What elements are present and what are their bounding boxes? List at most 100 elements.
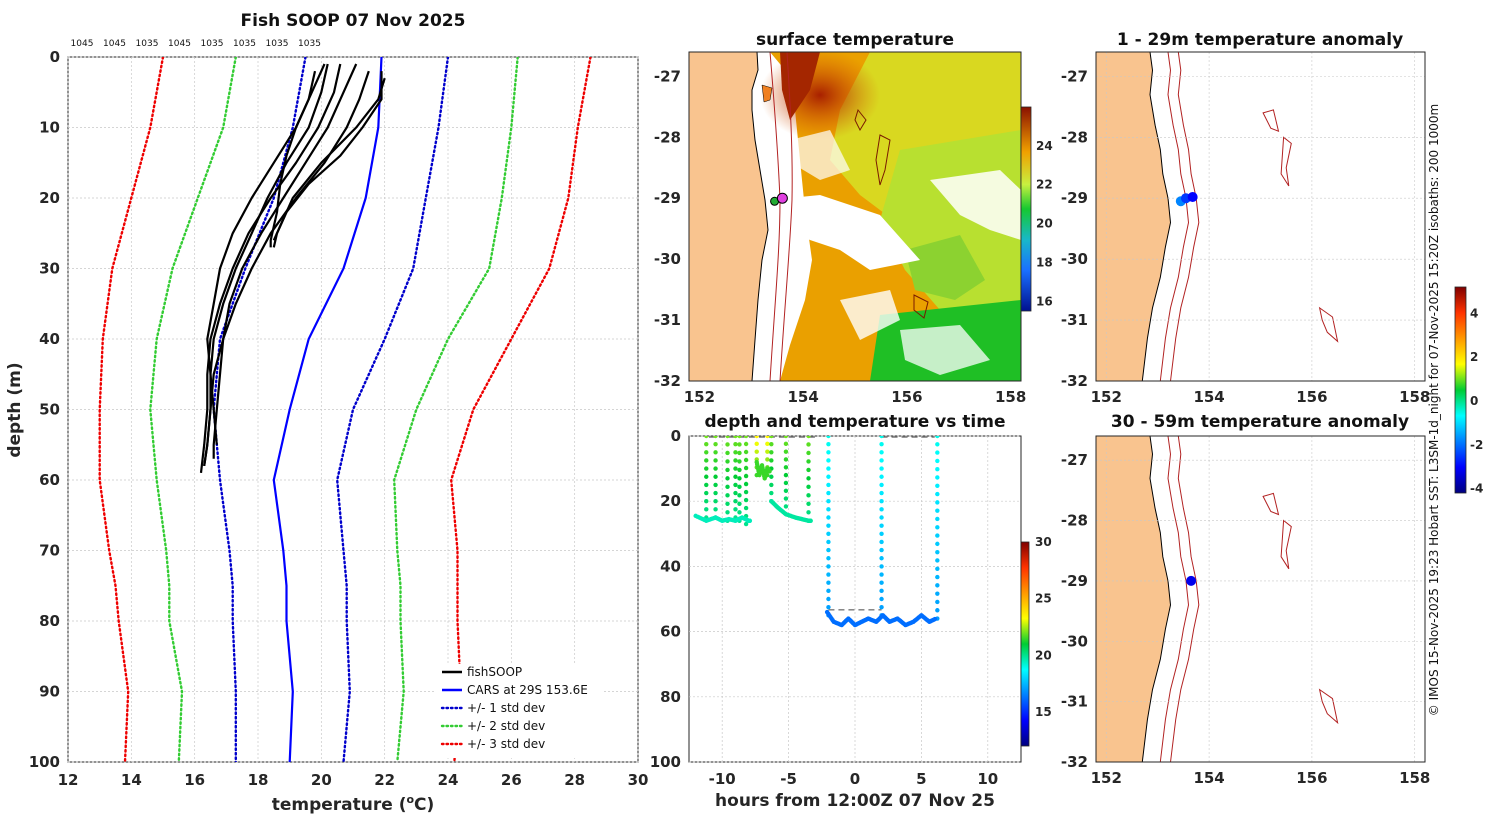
profile-x-tick: 12 — [58, 771, 79, 789]
time-depth-point — [826, 458, 831, 463]
time-depth-point — [935, 500, 940, 505]
time-depth-colorbar-ticks: 15 20 25 30 — [1035, 535, 1052, 719]
anomaly-30-59-ticks: 152 154 156 158 -27 -28 -29 -30 -31 -32 — [1061, 451, 1430, 787]
time-depth-point — [879, 466, 884, 471]
profile-top-annotation: 1045 — [71, 39, 94, 49]
time-depth-point — [743, 481, 749, 487]
time-depth-point — [879, 441, 884, 447]
time-depth-point — [935, 608, 940, 613]
anomaly-colorbar-tick: -4 — [1470, 482, 1483, 496]
time-depth-point — [713, 436, 718, 439]
time-y-tick: 0 — [671, 427, 681, 445]
time-depth-axes — [688, 435, 1022, 763]
map-x-tick: 154 — [787, 388, 818, 406]
anomaly-point — [1187, 192, 1198, 203]
profile-top-annotation: 1045 — [103, 39, 126, 49]
map-y-tick: -30 — [1061, 632, 1088, 650]
map-x-tick: 158 — [1399, 388, 1430, 406]
time-depth-point — [935, 549, 940, 555]
anomaly-colorbar-tick: 2 — [1470, 350, 1478, 364]
fish-profile-line — [212, 63, 358, 459]
sst-map-panel: surface temperature — [654, 30, 1053, 406]
time-depth-point — [713, 474, 718, 479]
cars-mean-line — [272, 57, 383, 762]
time-depth-point — [713, 499, 718, 504]
profile-x-tick: 14 — [121, 771, 142, 789]
time-depth-point — [725, 436, 730, 439]
time-depth-point — [935, 583, 940, 588]
time-depth-point — [826, 441, 831, 447]
time-depth-point — [769, 450, 774, 455]
time-depth-point — [713, 482, 718, 488]
time-depth-point — [935, 466, 940, 472]
fish-profile-line — [203, 70, 370, 467]
time-depth-point — [743, 449, 749, 455]
time-depth-point — [879, 490, 884, 496]
time-depth-point — [769, 441, 774, 447]
map-x-tick: 156 — [891, 388, 922, 406]
time-depth-point — [743, 473, 749, 479]
time-depth-point — [806, 450, 811, 456]
time-depth-point — [879, 450, 884, 455]
time-depth-point — [725, 476, 730, 481]
sst-colorbar-tick: 20 — [1036, 217, 1053, 231]
time-depth-point — [704, 499, 709, 504]
map-x-tick: 158 — [1399, 769, 1430, 787]
sst-ticks: 152 154 156 158 -27 -28 -29 -30 -31 -32 — [654, 67, 1026, 406]
profile-x-tick: 20 — [311, 771, 332, 789]
time-y-tick: 40 — [660, 557, 681, 575]
profile-cars-mean — [272, 57, 383, 762]
map-y-tick: -27 — [654, 67, 681, 85]
profile-x-label: temperature (oC) — [272, 793, 435, 815]
map-y-tick: -31 — [1061, 693, 1088, 711]
profile-y-tick: 90 — [39, 683, 60, 701]
time-depth-point — [737, 436, 742, 439]
anomaly-1-29-panel: 1 - 29m temperature anomaly 152 154 156 158… — [1061, 30, 1430, 406]
time-depth-point — [783, 457, 789, 462]
time-depth-point — [704, 436, 709, 439]
profile-y-tick: 40 — [39, 330, 60, 348]
time-depth-point — [879, 482, 884, 488]
time-depth-point — [806, 493, 811, 498]
time-depth-point — [879, 604, 884, 610]
map-y-tick: -32 — [1061, 753, 1088, 771]
time-y-tick: 80 — [660, 688, 681, 706]
time-depth-point — [783, 504, 789, 509]
profile-top-annotations: 1045 1045 1035 1045 1035 1035 1035 1035 — [71, 39, 321, 49]
profile-y-tick: 70 — [39, 542, 60, 560]
time-depth-point — [733, 441, 738, 447]
profile-y-tick: 20 — [39, 189, 60, 207]
time-depth-dashed-refs — [708, 436, 935, 611]
time-depth-point — [935, 566, 940, 571]
time-depth-point — [769, 436, 774, 439]
profile-x-tick: 18 — [248, 771, 269, 789]
time-x-tick: -10 — [709, 770, 736, 788]
time-depth-point — [725, 510, 730, 515]
time-depth-point — [737, 501, 742, 507]
time-depth-point — [935, 525, 940, 530]
map-x-tick: 154 — [1193, 769, 1224, 787]
time-depth-point — [826, 450, 831, 455]
time-depth-point — [704, 482, 709, 488]
anomaly-colorbar — [1454, 286, 1467, 494]
map-x-tick: 152 — [684, 388, 715, 406]
std-band-line — [335, 57, 450, 762]
profile-y-tick: 10 — [39, 119, 60, 137]
time-depth-point — [935, 591, 940, 596]
profile-top-annotation: 1035 — [233, 39, 256, 49]
sst-colorbar-ticks: 16 18 20 22 24 — [1036, 139, 1053, 308]
profile-x-tick: 24 — [438, 771, 459, 789]
fish-profile-line — [272, 77, 386, 248]
profile-x-ticks: 12 14 16 18 20 22 24 26 28 30 — [58, 771, 649, 789]
profile-top-annotation: 1045 — [168, 39, 191, 49]
time-y-tick: 20 — [660, 492, 681, 510]
time-depth-point — [704, 490, 709, 496]
time-depth-point — [737, 493, 742, 498]
map-x-tick: 158 — [995, 388, 1026, 406]
legend-label: fishSOOP — [467, 665, 522, 679]
credit-text: © IMOS 15-Nov-2025 19:23 Hobart SST: L3S… — [1427, 104, 1441, 716]
map-x-tick: 156 — [1296, 769, 1327, 787]
time-depth-point — [826, 580, 831, 585]
